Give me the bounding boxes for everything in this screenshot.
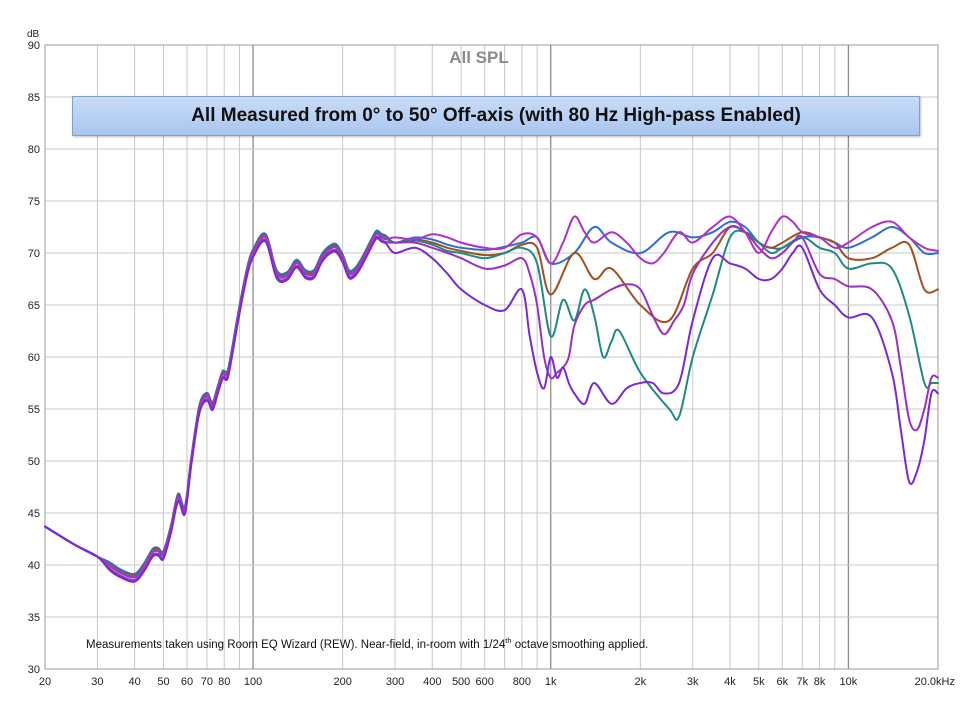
y-tick-label: 75 (28, 196, 40, 208)
x-tick-label: 20 (39, 676, 51, 688)
x-tick-label: 100 (244, 676, 262, 688)
y-tick-label: 45 (28, 508, 40, 520)
y-tick-label: 55 (28, 404, 40, 416)
y-tick-label: 90 (28, 40, 40, 52)
x-tick-label: 2k (635, 676, 647, 688)
x-tick-label: 600 (476, 676, 494, 688)
y-tick-label: 80 (28, 144, 40, 156)
x-tick-label: 3k (687, 676, 699, 688)
footnote-main: Measurements taken using Room EQ Wizard … (86, 639, 506, 651)
series-line (44, 237, 939, 583)
x-tick-label: 30 (91, 676, 103, 688)
x-tick-label: 40 (128, 676, 140, 688)
x-tick-label: 7k (796, 676, 808, 688)
grid-lines (44, 44, 939, 670)
x-tick-label: 60 (181, 676, 193, 688)
y-tick-label: 50 (28, 456, 40, 468)
x-tick-label: 20.0kHz (915, 676, 955, 688)
y-axis-ticks: 30 35 40 45 50 55 60 65 70 75 80 85 90 (28, 40, 40, 676)
x-tick-label: 1k (545, 676, 557, 688)
x-tick-label: 300 (386, 676, 404, 688)
x-axis-ticks: 20 30 40 50 60 70 80 100 200 300 400 500 600 800 1k 2k 3… (39, 676, 955, 688)
plot-frame (44, 44, 939, 670)
y-tick-label: 70 (28, 248, 40, 260)
x-tick-label: 400 (423, 676, 441, 688)
y-tick-label: 35 (28, 612, 40, 624)
x-tick-label: 200 (333, 676, 351, 688)
x-tick-label: 4k (724, 676, 736, 688)
y-axis-unit: dB (27, 29, 40, 40)
y-tick-label: 85 (28, 92, 40, 104)
x-tick-label: 5k (753, 676, 765, 688)
x-tick-label: 800 (513, 676, 531, 688)
x-tick-label: 500 (452, 676, 470, 688)
x-tick-label: 8k (814, 676, 826, 688)
y-tick-label: 30 (28, 664, 40, 676)
footnote-superscript: th (505, 636, 511, 645)
footnote-tail: octave smoothing applied. (512, 639, 649, 651)
y-tick-label: 40 (28, 560, 40, 572)
x-tick-label: 10k (840, 676, 858, 688)
x-tick-label: 50 (157, 676, 169, 688)
y-tick-label: 65 (28, 300, 40, 312)
y-tick-label: 60 (28, 352, 40, 364)
x-tick-label: 70 (201, 676, 213, 688)
footnote: Measurements taken using Room EQ Wizard … (86, 636, 648, 651)
x-tick-label: 6k (777, 676, 789, 688)
chart-title: All SPL (449, 48, 509, 67)
series-line (44, 225, 939, 582)
series-lines (44, 215, 939, 583)
chart-banner: All Measured from 0° to 50° Off-axis (wi… (72, 96, 920, 136)
x-tick-label: 80 (218, 676, 230, 688)
banner-text: All Measured from 0° to 50° Off-axis (wi… (191, 105, 801, 126)
